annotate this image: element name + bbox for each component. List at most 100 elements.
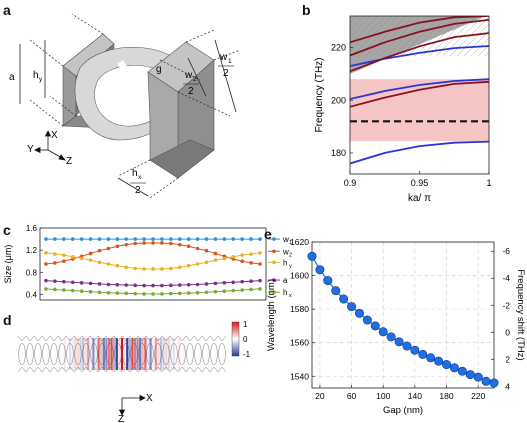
series-marker [160,241,164,245]
series-marker [177,283,182,287]
colorbar [231,321,240,357]
unit-cell-outline [129,335,139,373]
y-tick-label: 1.6 [26,224,38,233]
light-cone-hatch [350,16,386,52]
series-marker [195,237,200,241]
y2-tick-label: -4 [502,273,510,283]
series-marker [240,237,244,241]
dim-hx: h [132,168,138,179]
series-marker [133,266,137,271]
series-marker [124,242,129,247]
series-marker [231,288,236,293]
series-marker [249,261,253,265]
series-marker [97,282,102,286]
series-marker [142,237,146,241]
series-marker [151,267,155,271]
series-marker [79,256,84,261]
series-marker [53,279,57,283]
series-marker [151,241,155,245]
legend-label-sub: 2 [289,252,292,258]
series-marker [258,287,262,291]
field-stripe [94,338,98,370]
axis-z-label-a: Z [66,156,72,167]
unit-cell-outline [161,335,171,373]
right-block-bottom [149,139,215,179]
series-marker [106,262,111,266]
field-stripe [81,338,85,370]
series-marker [186,291,191,295]
light-cone-hatch [492,16,527,56]
unit-cell-outline [73,335,83,373]
series-marker [186,237,191,241]
band-structure-chart: 0.9 0.95 1 180 200 220 ka/ π Frequency (THz) [298,15,527,204]
light-cone-hatch [298,16,329,56]
field-stripe [68,338,72,370]
nanobeam-cavity-schematic: a h y w 1 2 w 2 2 g h x 2 X Y Z [9,13,241,199]
unit-cell-outline [145,335,155,373]
series-marker [177,242,182,247]
field-stripe [74,338,77,370]
dim-hx-den: 2 [135,185,141,196]
unit-cell-outline [201,335,211,373]
dim-a: a [9,72,15,83]
series-marker [160,237,164,241]
series-marker [106,246,111,251]
series-marker [106,291,111,295]
light-cone-hatch [470,37,489,57]
field-stripe [131,338,134,370]
series-marker [195,282,200,287]
light-cone-hatch [456,23,489,57]
unit-cell-outline [217,335,227,373]
panel-b-label: b [302,2,311,18]
series-line-1 [45,242,261,265]
y2-tick-label: 4 [505,381,510,391]
data-point [323,276,333,286]
series-marker [88,281,93,286]
series-marker [70,288,75,293]
light-cone-hatch [350,16,372,38]
light-cone-hatch [365,16,407,57]
series-marker [160,267,164,271]
series-marker [231,237,236,241]
x-tick-label: 0.9 [344,178,357,188]
light-cone-hatch [400,16,442,57]
data-point [362,315,372,325]
field-stripe [123,338,126,370]
axis-y-label-a: Y [27,144,34,155]
series-marker [62,288,66,292]
light-cone-hatch [499,16,527,56]
y-axis-label: Size (μm) [3,245,13,284]
series-marker [133,283,137,288]
x-axis-label: Gap (nm) [383,405,423,416]
dim-hy: h [33,70,39,81]
x-tick-label: 180 [439,391,453,401]
field-stripe [84,338,87,370]
series-marker [115,263,120,268]
colorbar-tick-zero: 0 [243,335,248,344]
data-point [339,294,349,304]
y2-axis-label: Frequency shift (THz) [515,269,526,360]
unit-cell-hole [34,343,42,366]
field-stripe [58,338,61,370]
unit-cell-hole [178,343,186,366]
data-point [442,360,452,370]
data-point [307,251,317,261]
x-tick-label: 100 [376,391,390,401]
x-tick-label: 220 [471,391,485,401]
series-marker [151,283,155,288]
light-cone-hatch [393,16,435,57]
dim-w2: w [184,70,193,81]
plot-area [298,16,527,165]
legend-swatch-marker [272,290,276,295]
series-marker [151,292,155,296]
series-marker [195,291,200,295]
field-stripes [58,338,186,370]
unit-cell-outline [153,335,163,373]
data-point [354,308,364,318]
band-line-0 [350,140,489,165]
y-tick-label: 1560 [290,338,309,348]
data-point [426,353,436,363]
unit-cell-hole [42,343,50,366]
series-marker [79,289,84,293]
